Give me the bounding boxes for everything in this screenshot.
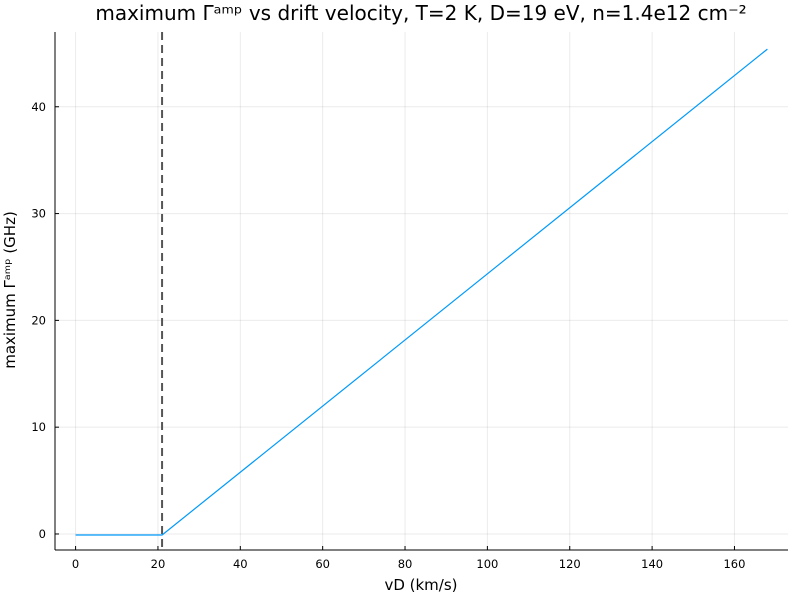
x-tick-label: 140	[641, 557, 663, 571]
y-tick-label: 0	[39, 527, 46, 541]
series-lines	[75, 48, 768, 536]
chart-title: maximum Γᵃᵐᵖ vs drift velocity, T=2 K, D…	[95, 1, 746, 25]
y-tick-label: 10	[31, 420, 46, 434]
x-tick-label: 100	[476, 557, 498, 571]
x-tick-label: 120	[559, 557, 581, 571]
axes	[54, 32, 788, 551]
series-line	[75, 48, 768, 536]
y-tick-label: 40	[31, 100, 46, 114]
grid	[55, 32, 788, 550]
x-tick-label: 160	[723, 557, 745, 571]
y-tick-label: 30	[31, 207, 46, 221]
x-tick-label: 0	[72, 557, 79, 571]
x-tick-labels: 0 20 40 60 80 100 120 140 160	[72, 557, 746, 571]
x-tick-label: 60	[315, 557, 330, 571]
y-tick-label: 20	[31, 313, 46, 327]
x-tick-label: 20	[151, 557, 166, 571]
y-tick-labels: 0 10 20 30 40	[31, 100, 46, 541]
x-tick-label: 40	[233, 557, 248, 571]
x-axis-label: vD (km/s)	[384, 576, 457, 594]
y-axis-label: maximum Γᵃᵐᵖ (GHz)	[1, 211, 19, 369]
x-tick-label: 80	[398, 557, 413, 571]
